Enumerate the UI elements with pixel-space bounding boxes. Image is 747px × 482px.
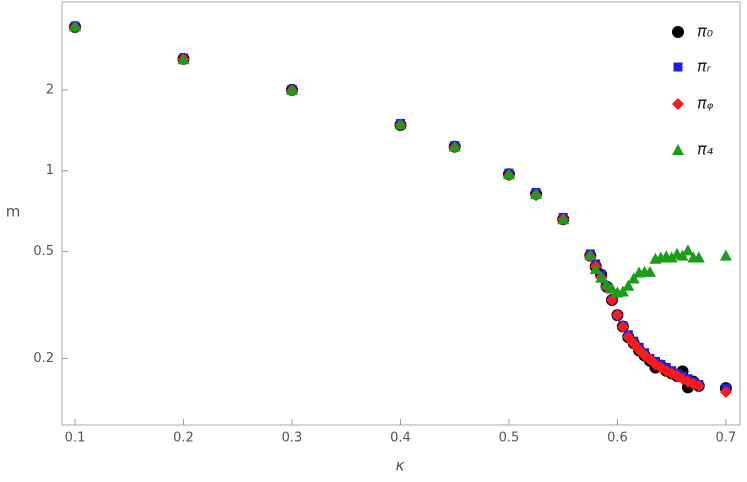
- data-point: [448, 140, 461, 152]
- x-tick-label: 0.7: [716, 431, 737, 446]
- legend-label: πᵩ: [697, 94, 714, 113]
- y-tick-label: 0.2: [33, 351, 54, 366]
- data-point: [692, 379, 705, 392]
- data-point: [616, 285, 629, 297]
- data-point: [530, 187, 543, 199]
- data-point: [611, 309, 624, 322]
- x-axis-label: κ: [396, 457, 405, 475]
- data-point: [627, 272, 640, 284]
- legend-marker: [672, 144, 684, 155]
- data-point: [681, 244, 694, 256]
- legend-label: πᵣ: [697, 57, 712, 76]
- data-point: [616, 320, 629, 333]
- data-point: [643, 265, 656, 277]
- legend-label: π₄: [697, 140, 714, 159]
- x-tick-label: 0.2: [173, 431, 194, 446]
- legend-marker: [672, 26, 684, 38]
- data-point: [502, 168, 515, 180]
- data-point: [394, 118, 407, 130]
- data-point: [605, 282, 618, 294]
- data-point: [692, 251, 705, 263]
- data-point: [719, 385, 732, 398]
- data-point: [600, 278, 613, 290]
- y-axis-label: m: [6, 203, 21, 221]
- y-tick-label: 2: [46, 82, 54, 97]
- legend-marker: [673, 62, 683, 72]
- x-tick-label: 0.6: [607, 431, 628, 446]
- data-point: [589, 263, 602, 275]
- data-point: [665, 251, 678, 263]
- data-point: [622, 279, 635, 291]
- x-tick-label: 0.5: [499, 431, 520, 446]
- plot-frame: [61, 1, 741, 426]
- data-point: [584, 249, 597, 261]
- data-point: [285, 83, 298, 95]
- data-point: [719, 249, 732, 261]
- x-tick-label: 0.1: [65, 431, 86, 446]
- legend-marker: [672, 98, 684, 110]
- data-point: [177, 53, 190, 65]
- data-point: [69, 20, 82, 32]
- x-tick-label: 0.3: [282, 431, 303, 446]
- data-point: [557, 213, 570, 225]
- legend-label: π₀: [697, 22, 714, 41]
- y-tick-label: 0.5: [33, 244, 54, 259]
- data-point: [595, 271, 608, 283]
- y-tick-label: 1: [46, 163, 54, 178]
- x-tick-label: 0.4: [390, 431, 411, 446]
